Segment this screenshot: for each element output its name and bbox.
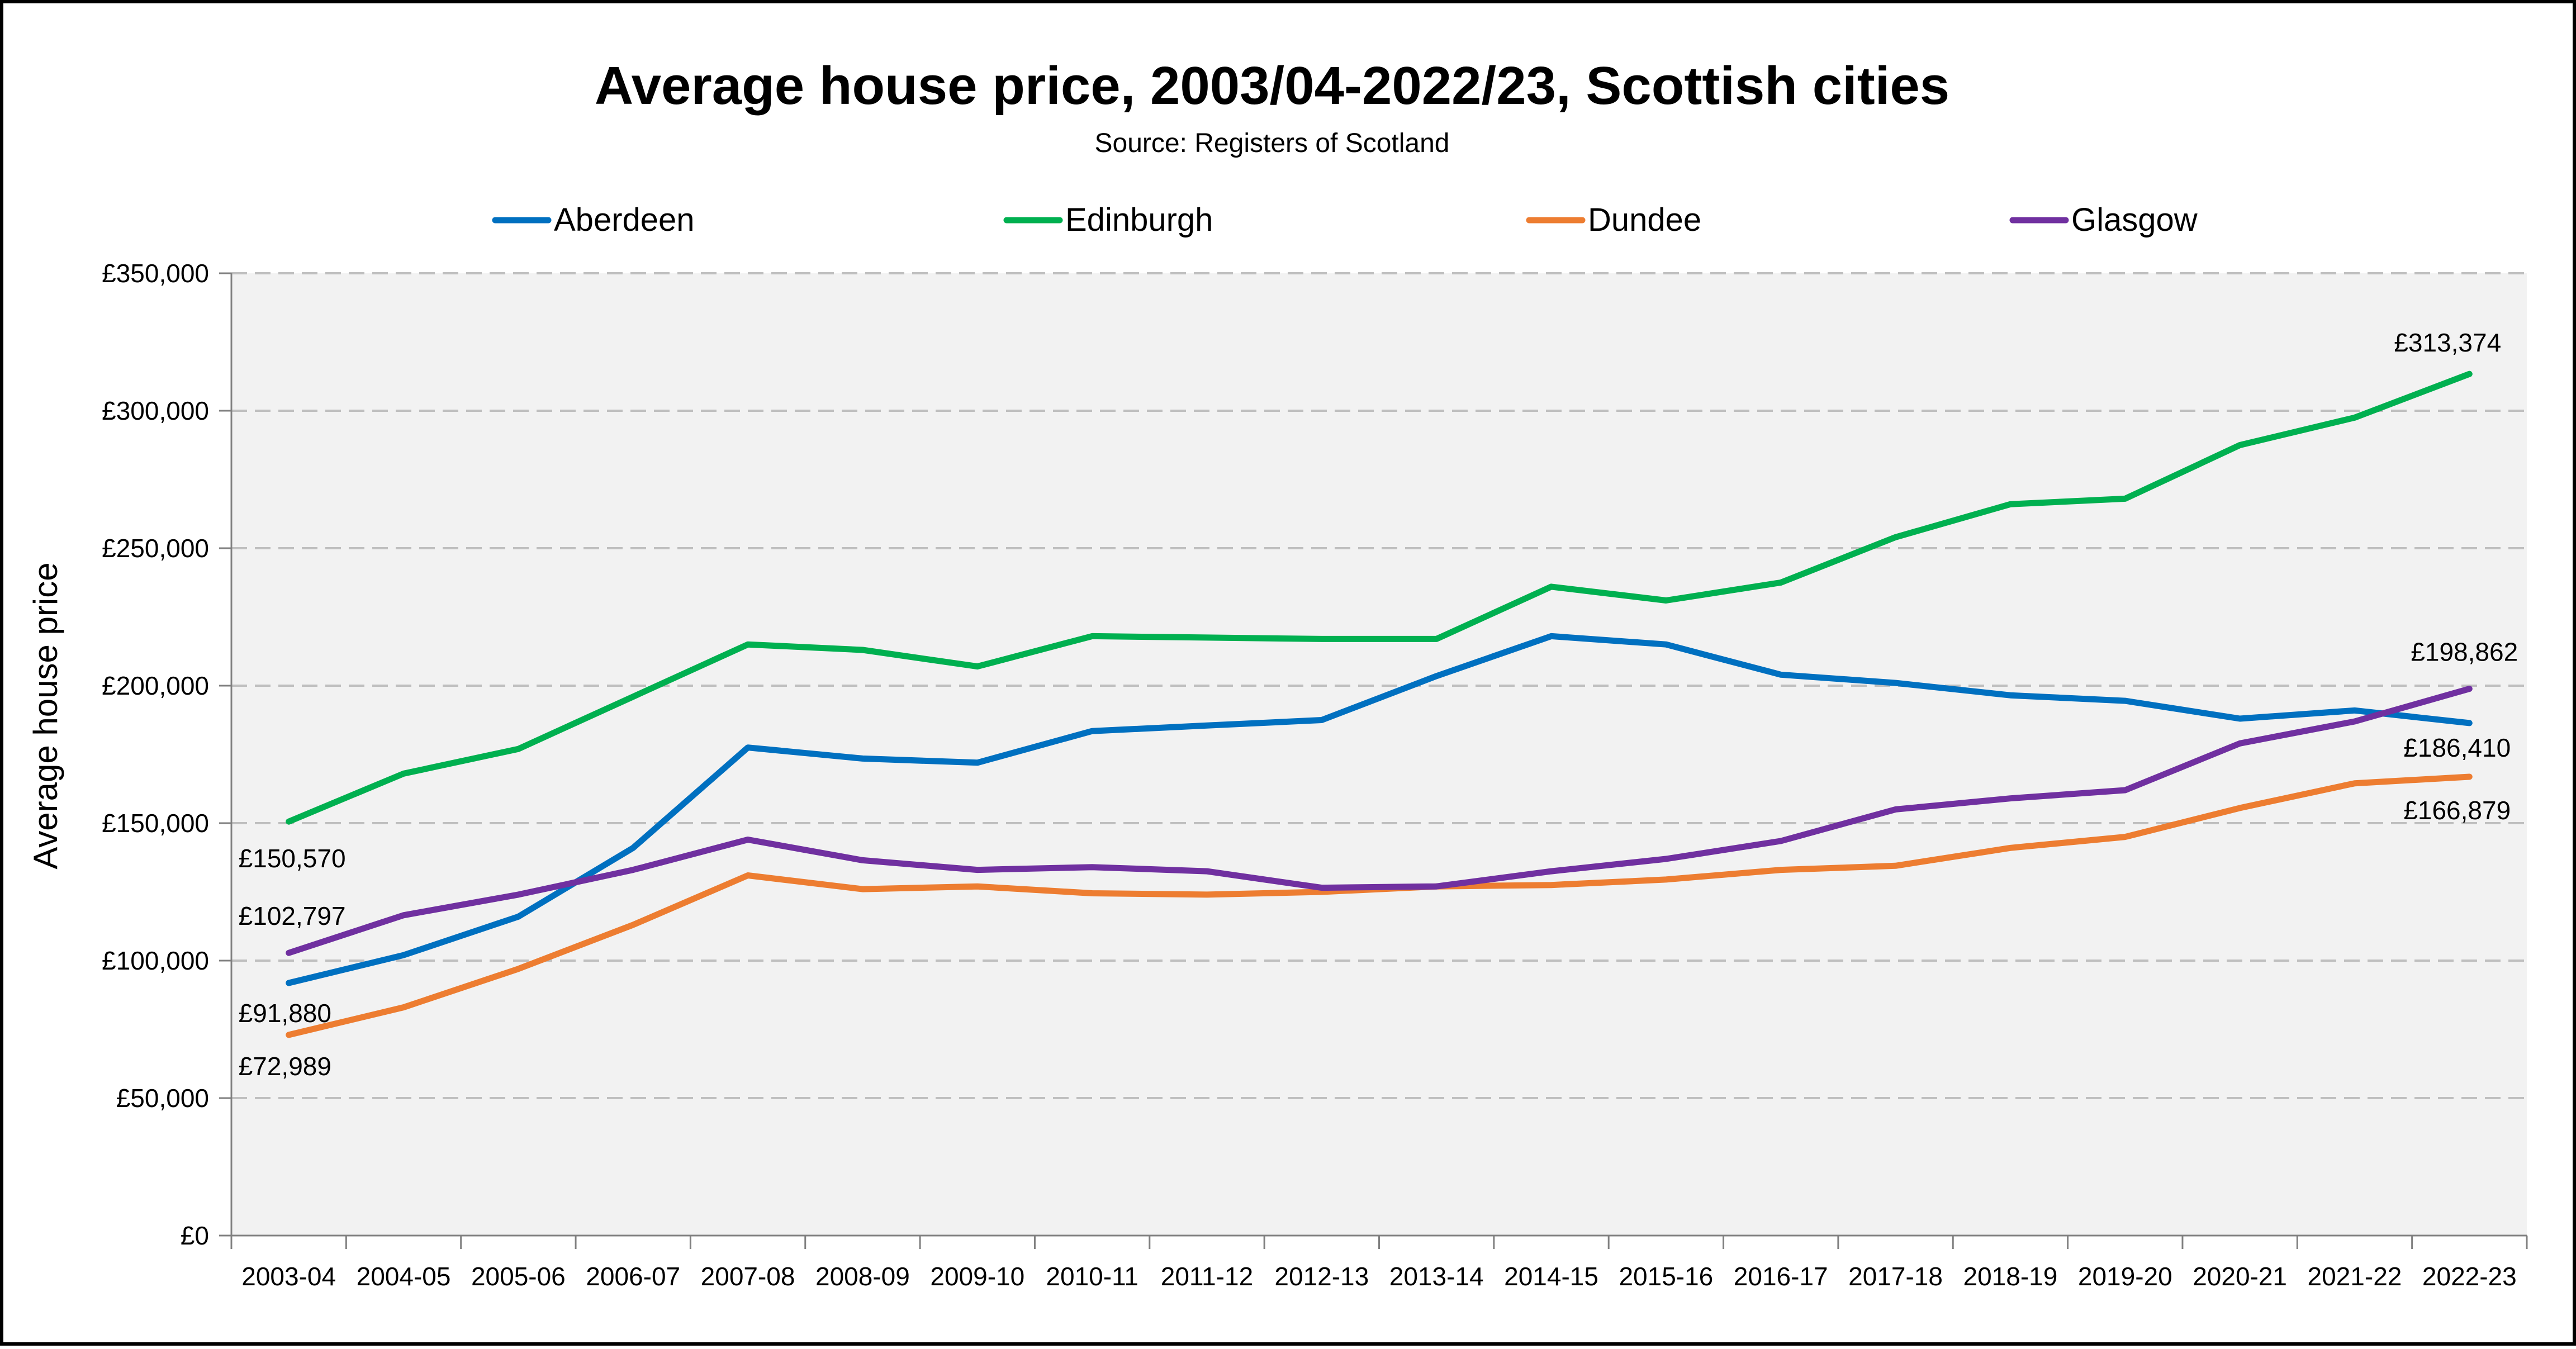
data-label: £198,862 bbox=[2411, 638, 2518, 667]
y-tick-label: £0 bbox=[181, 1221, 209, 1250]
legend-label-dundee: Dundee bbox=[1588, 202, 1701, 238]
legend-label-glasgow: Glasgow bbox=[2071, 202, 2198, 238]
y-tick-label: £300,000 bbox=[102, 396, 209, 425]
data-label: £150,570 bbox=[239, 844, 346, 873]
x-tick-label: 2020-21 bbox=[2193, 1262, 2287, 1291]
data-label: £313,374 bbox=[2394, 328, 2501, 357]
y-axis-label: Average house price bbox=[27, 562, 64, 869]
y-tick-label: £100,000 bbox=[102, 946, 209, 975]
x-tick-label: 2006-07 bbox=[586, 1262, 680, 1291]
data-labels: £150,570 £102,797 £91,880 £72,989 £313,374 £1… bbox=[239, 328, 2518, 1081]
series-line-glasgow bbox=[286, 686, 2473, 956]
x-tick-label: 2018-19 bbox=[1963, 1262, 2058, 1291]
x-tick-label: 2007-08 bbox=[701, 1262, 795, 1291]
chart-title: Average house price, 2003/04-2022/23, Sc… bbox=[595, 56, 1949, 116]
y-tick-label: £150,000 bbox=[102, 809, 209, 838]
gridlines bbox=[231, 272, 2527, 1099]
x-tick-label: 2019-20 bbox=[2078, 1262, 2172, 1291]
series-line-aberdeen bbox=[286, 633, 2473, 986]
legend-label-edinburgh: Edinburgh bbox=[1065, 202, 1213, 238]
data-label: £72,989 bbox=[239, 1052, 331, 1081]
x-tick-label: 2010-11 bbox=[1046, 1262, 1138, 1291]
x-tick-label: 2012-13 bbox=[1274, 1262, 1369, 1291]
y-tick-label: £50,000 bbox=[116, 1084, 209, 1113]
x-tick-label: 2003-04 bbox=[241, 1262, 336, 1291]
x-tick-label: 2015-16 bbox=[1619, 1262, 1713, 1291]
series-layer bbox=[286, 370, 2473, 1038]
y-tick-label: £250,000 bbox=[102, 534, 209, 563]
x-tick-label: 2022-23 bbox=[2422, 1262, 2517, 1291]
line-chart: Average house price, 2003/04-2022/23, Sc… bbox=[27, 56, 2528, 1291]
x-tick-label: 2016-17 bbox=[1734, 1262, 1828, 1291]
y-tick-label: £350,000 bbox=[102, 259, 209, 288]
x-tick-label: 2014-15 bbox=[1504, 1262, 1598, 1291]
x-tick-label: 2004-05 bbox=[357, 1262, 451, 1291]
legend-label-aberdeen: Aberdeen bbox=[554, 202, 695, 238]
x-tick-label: 2005-06 bbox=[471, 1262, 566, 1291]
x-tick-label: 2017-18 bbox=[1848, 1262, 1943, 1291]
x-tick-label: 2011-12 bbox=[1161, 1262, 1253, 1291]
data-label: £166,879 bbox=[2403, 796, 2511, 825]
x-tick-label: 2009-10 bbox=[930, 1262, 1024, 1291]
x-tick-label: 2008-09 bbox=[815, 1262, 910, 1291]
chart-subtitle: Source: Registers of Scotland bbox=[1095, 129, 1450, 158]
series-line-edinburgh bbox=[286, 370, 2473, 825]
data-label: £186,410 bbox=[2403, 733, 2511, 762]
axes: £0 £50,000 £100,000 £150,000 £200,000 £250,00… bbox=[102, 259, 2528, 1291]
y-tick-label: £200,000 bbox=[102, 671, 209, 700]
plot-area bbox=[231, 273, 2527, 1236]
x-tick-label: 2021-22 bbox=[2308, 1262, 2402, 1291]
data-label: £102,797 bbox=[239, 901, 346, 930]
legend: Aberdeen Edinburgh Dundee Glasgow bbox=[492, 202, 2198, 238]
data-label: £91,880 bbox=[239, 999, 331, 1028]
x-tick-label: 2013-14 bbox=[1389, 1262, 1484, 1291]
